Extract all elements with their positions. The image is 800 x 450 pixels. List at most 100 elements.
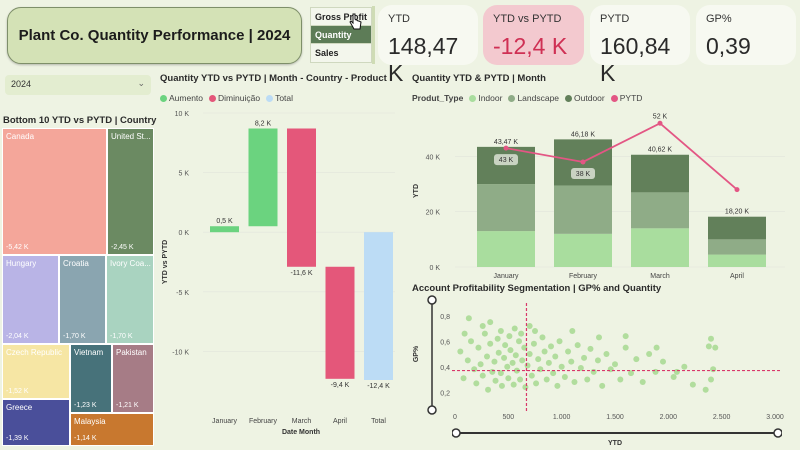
scatter-point xyxy=(548,343,554,350)
scatter-point xyxy=(702,386,709,393)
stacked-bar-segment xyxy=(631,192,689,229)
x-tick-label: April xyxy=(730,273,744,280)
y-tick-label: 0,4 xyxy=(440,365,450,372)
x-tick-label: March xyxy=(292,418,312,425)
x-tick-label: Total xyxy=(371,418,386,425)
treemap-tile[interactable]: Malaysia -1,14 K xyxy=(70,413,154,446)
scatter-point xyxy=(574,342,581,349)
cursor-hand-icon xyxy=(349,13,362,30)
ytd-range-slider[interactable] xyxy=(452,428,782,438)
waterfall-title: Quantity YTD vs PYTD | Month - Country -… xyxy=(160,73,387,84)
scatter-point xyxy=(497,370,504,377)
stacked-bar-segment xyxy=(554,233,612,267)
stacked-bar-segment xyxy=(554,185,612,234)
x-tick-label: January xyxy=(494,273,519,280)
scatter-point xyxy=(581,354,588,361)
scatter-point xyxy=(556,338,563,345)
kpi-label: PYTD xyxy=(600,13,630,25)
scatter-point xyxy=(521,344,528,351)
treemap-tile[interactable]: Croatia -1,70 K xyxy=(59,255,106,344)
scatter-point xyxy=(494,335,501,342)
stacked-bar-segment xyxy=(477,231,535,267)
scatter-point xyxy=(487,340,494,347)
scatter-point xyxy=(497,328,504,335)
treemap-title: Bottom 10 YTD vs PYTD | Country xyxy=(3,115,157,126)
scatter-point xyxy=(670,373,677,380)
data-label: 46,18 K xyxy=(571,131,595,138)
scatter-point xyxy=(612,361,618,368)
y-tick-label: 40 K xyxy=(426,154,441,161)
segment-sales[interactable]: Sales xyxy=(310,43,372,63)
y-axis-title: YTD xyxy=(413,184,420,198)
treemap-tile[interactable]: Canada -5,42 K xyxy=(2,128,107,255)
scatter-point xyxy=(528,372,535,379)
scatter-point xyxy=(495,349,502,356)
scatter-point xyxy=(607,366,614,373)
kpi-value: 0,39 xyxy=(706,33,751,59)
legend-item: Landscape xyxy=(508,93,559,103)
kpi-value: -12,4 K xyxy=(493,33,568,59)
kpi-card-pytd: PYTD 160,84 K xyxy=(590,5,690,86)
scatter-title: Account Profitability Segmentation | GP%… xyxy=(412,283,662,294)
scatter-point xyxy=(489,368,496,375)
scatter-point xyxy=(571,379,578,386)
treemap-tile[interactable]: United St... -2,45 K xyxy=(107,128,154,255)
legend-swatch xyxy=(209,94,217,102)
scatter-point xyxy=(545,359,552,366)
scatter-point xyxy=(565,348,572,355)
pytd-point xyxy=(503,145,509,151)
scatter-point xyxy=(517,376,524,383)
data-label: 18,20 K xyxy=(725,209,749,216)
scatter-point xyxy=(543,376,550,383)
scatter-point xyxy=(689,381,696,388)
treemap-tile[interactable]: Vietnam -1,23 K xyxy=(70,344,112,413)
scatter-point xyxy=(509,359,516,366)
treemap-tile[interactable]: Hungary -2,04 K xyxy=(2,255,59,344)
scatter-point xyxy=(498,382,505,389)
scatter-point xyxy=(539,334,546,341)
waterfall-bar xyxy=(210,226,239,233)
kpi-card-ytd-vs-pytd: YTD vs PYTD -12,4 K xyxy=(483,5,584,65)
scatter-point xyxy=(705,343,712,350)
scatter-point xyxy=(537,366,544,373)
scatter-point xyxy=(526,322,533,329)
year-slicer-dropdown[interactable]: 2024 ⌄ xyxy=(5,75,151,95)
scatter-point xyxy=(622,333,629,340)
scatter-point xyxy=(506,333,513,340)
scatter-point xyxy=(617,376,624,383)
scatter-point xyxy=(461,330,468,337)
data-label: -9,4 K xyxy=(331,382,350,389)
y-tick-label: 0,6 xyxy=(440,339,450,346)
pytd-point xyxy=(734,187,740,193)
treemap-tile[interactable]: Czech Republic -1,52 K xyxy=(2,344,70,399)
scatter-point xyxy=(487,319,494,326)
x-tick-label: 1.500 xyxy=(606,414,624,421)
pytd-line xyxy=(505,122,738,191)
line-data-label: 38 K xyxy=(576,171,591,178)
scatter-point xyxy=(646,351,653,357)
stacked-bar-segment xyxy=(477,184,535,232)
scatter-point xyxy=(473,380,480,387)
stacked-bar-segment xyxy=(631,228,689,267)
x-tick-label: April xyxy=(333,418,347,425)
treemap-tile[interactable]: Greece -1,39 K xyxy=(2,399,70,446)
scatter-point xyxy=(475,344,482,351)
y-range-handle-min xyxy=(427,405,437,415)
x-tick-label: 0 xyxy=(453,414,457,421)
scatter-point xyxy=(712,344,719,351)
scatter-point xyxy=(558,363,565,370)
scatter-point xyxy=(535,356,542,363)
x-tick-label: 1.000 xyxy=(553,414,571,421)
scatter-point xyxy=(577,365,584,372)
x-tick-label: 3.000 xyxy=(766,414,784,421)
pytd-point xyxy=(657,120,663,126)
treemap-tile[interactable]: Pakistan -1,21 K xyxy=(112,344,154,413)
scatter-point xyxy=(594,357,601,364)
treemap-tile[interactable]: Ivory Coa... -1,70 K xyxy=(106,255,154,344)
scatter-point xyxy=(464,357,471,364)
data-label: 0,5 K xyxy=(216,218,233,225)
segment-divider xyxy=(372,6,375,64)
scatter-point xyxy=(587,345,594,352)
legend-item: Diminuição xyxy=(209,93,260,103)
combo-legend: Produt_Type Indoor Landscape Outdoor PYT… xyxy=(412,93,642,103)
